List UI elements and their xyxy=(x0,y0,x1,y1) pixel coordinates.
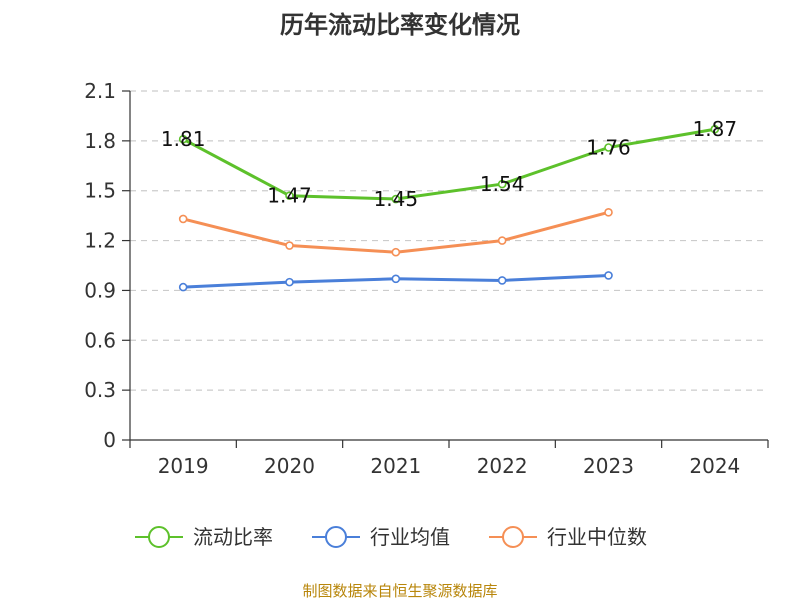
chart-title: 历年流动比率变化情况 xyxy=(280,11,520,39)
y-tick-label: 0 xyxy=(103,428,116,452)
series-line xyxy=(182,210,609,254)
x-tick-label: 2020 xyxy=(264,454,315,478)
data-point[interactable] xyxy=(178,134,188,144)
legend-label: 行业均值 xyxy=(370,525,450,549)
y-tick-label: 0.3 xyxy=(84,378,116,402)
y-tick-label: 1.2 xyxy=(84,229,116,253)
data-label: 1.45 xyxy=(374,187,419,211)
legend-label: 流动比率 xyxy=(193,525,273,549)
data-point[interactable] xyxy=(391,194,401,204)
series-2 xyxy=(178,208,613,257)
legend-item-1[interactable]: 行业均值 xyxy=(312,525,450,549)
data-point[interactable] xyxy=(285,191,294,200)
data-point[interactable] xyxy=(497,236,507,245)
x-tick-label: 2021 xyxy=(370,454,421,478)
data-label: 1.47 xyxy=(267,184,312,208)
series-group: 1.81 1.47 1.45 1.54 1.76 1.87 xyxy=(161,117,737,292)
data-point[interactable] xyxy=(497,179,507,189)
x-tick-label: 2024 xyxy=(689,454,740,478)
legend-marker xyxy=(502,526,524,548)
x-tick-label: 2019 xyxy=(158,454,209,478)
series-line xyxy=(182,127,716,201)
y-tick-label: 0.9 xyxy=(84,278,116,302)
data-label: 1.81 xyxy=(161,127,206,151)
source-note: 制图数据来自恒生聚源数据库 xyxy=(302,582,497,600)
data-point[interactable] xyxy=(604,271,613,280)
data-point[interactable] xyxy=(391,274,401,284)
data-label: 1.54 xyxy=(480,172,525,196)
data-point[interactable] xyxy=(178,214,188,224)
data-point[interactable] xyxy=(710,124,720,134)
series-1 xyxy=(178,271,613,292)
legend-label: 行业中位数 xyxy=(547,525,647,549)
y-tick-label: 0.6 xyxy=(84,328,116,352)
axes: 0 0.3 0.6 0.9 1.2 1.5 1.8 2.1 2019 2020 2021 2022 20… xyxy=(84,79,769,478)
data-point[interactable] xyxy=(285,241,294,250)
x-tick-label: 2023 xyxy=(583,454,634,478)
legend[interactable]: 流动比率 行业均值 行业中位数 xyxy=(135,525,647,549)
x-tick-label: 2022 xyxy=(477,454,528,478)
series-0: 1.81 1.47 1.45 1.54 1.76 1.87 xyxy=(161,117,737,211)
y-tick-label: 1.8 xyxy=(84,129,116,153)
data-point[interactable] xyxy=(178,282,188,292)
data-point[interactable] xyxy=(391,247,401,257)
grid-lines xyxy=(130,90,768,391)
legend-item-0[interactable]: 流动比率 xyxy=(135,525,273,549)
y-tick-label: 2.1 xyxy=(84,79,116,103)
data-point[interactable] xyxy=(604,208,613,217)
data-point[interactable] xyxy=(497,276,507,285)
y-tick-label: 1.5 xyxy=(84,179,116,203)
legend-item-2[interactable]: 行业中位数 xyxy=(489,525,647,549)
legend-marker xyxy=(148,526,170,548)
data-label: 1.87 xyxy=(693,117,738,141)
legend-marker xyxy=(325,526,347,548)
data-label: 1.76 xyxy=(586,136,631,160)
data-point[interactable] xyxy=(285,277,294,287)
data-point[interactable] xyxy=(604,143,613,152)
